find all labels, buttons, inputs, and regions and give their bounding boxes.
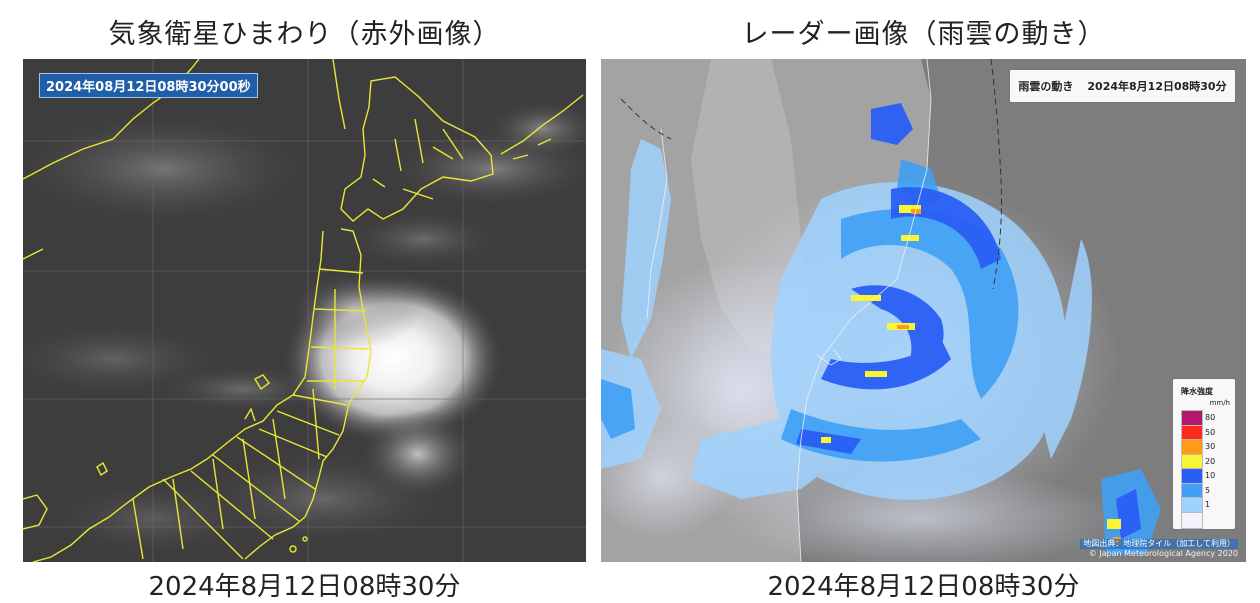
radar-coastline (646, 59, 932, 562)
radar-header-box: 雨雲の動き 2024年8月12日08時30分 (1009, 69, 1236, 103)
legend-level-label: 50 (1205, 427, 1216, 437)
legend-level-label: 10 (1205, 471, 1216, 480)
legend-level-label: 5 (1205, 485, 1211, 495)
radar-panel-title: レーダー画像（雨雲の動き） (741, 19, 1106, 50)
radar-caption: 2024年8月12日08時30分 (767, 572, 1080, 602)
credit-source: 地図出典：地理院タイル（加工して利用） (1080, 539, 1238, 549)
precip-legend: 降水強度 mm/h 80 50 30 20 10 5 1 (1172, 378, 1236, 530)
radar-image-canvas (601, 59, 1246, 562)
radar-image: 雨雲の動き 2024年8月12日08時30分 降水強度 mm/h 80 50 30 2… (601, 59, 1246, 562)
lat-lon-grid (23, 59, 586, 562)
satellite-image-canvas (23, 59, 586, 562)
satellite-panel-title: 気象衛星ひまわり（赤外画像） (108, 19, 501, 50)
legend-unit: mm/h (1209, 399, 1230, 407)
satellite-caption: 2024年8月12日08時30分 (148, 572, 461, 602)
credit-copyright: © Japan Meteorological Agency 2020 (1088, 549, 1238, 558)
satellite-timestamp-overlay: 2024年08月12日08時30分00秒 (39, 73, 258, 98)
boundary-line (620, 59, 1003, 290)
radar-header-label: 雨雲の動き (1018, 80, 1074, 93)
map-credit: 地図出典：地理院タイル（加工して利用） © Japan Meteorologic… (1080, 539, 1238, 559)
legend-level-label: 80 (1205, 413, 1216, 422)
legend-swatch (1181, 511, 1203, 529)
coastline-overlay (23, 59, 584, 562)
legend-level-label: 1 (1205, 500, 1211, 509)
legend-level-label: 20 (1205, 456, 1216, 466)
satellite-ir-image: 2024年08月12日08時30分00秒 (23, 59, 586, 562)
legend-title: 降水強度 (1181, 387, 1213, 396)
legend-level-label: 30 (1205, 442, 1216, 451)
radar-header-time: 2024年8月12日08時30分 (1087, 80, 1227, 93)
